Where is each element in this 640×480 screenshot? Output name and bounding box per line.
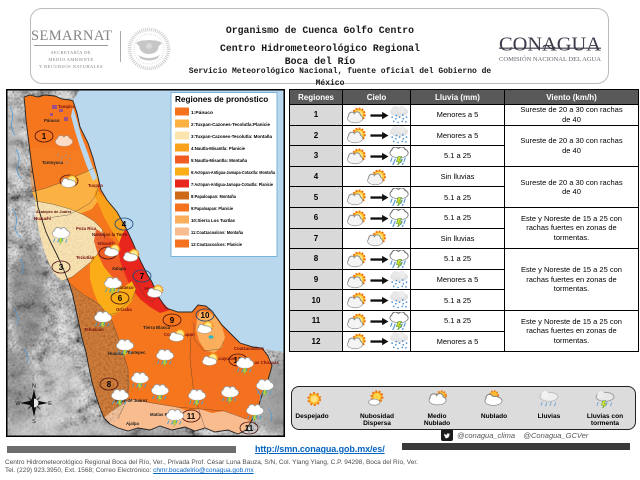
svg-text:Las Choapas: Las Choapas xyxy=(252,360,279,365)
svg-text:1: 1 xyxy=(42,132,47,141)
svg-text:Tantoyuca: Tantoyuca xyxy=(42,160,64,165)
svg-text:S: S xyxy=(32,419,36,425)
svg-text:Tuxtepec: Tuxtepec xyxy=(127,350,146,355)
svg-text:Orizaba: Orizaba xyxy=(116,307,132,312)
svg-text:Coatzacoalcos: Coatzacoalcos xyxy=(234,346,265,351)
svg-text:2:Tuxpan-Cazones-Tecolutla:Pla: 2:Tuxpan-Cazones-Tecolutla:Planicie xyxy=(191,122,270,128)
svg-text:COMISIÓN NACIONAL DEL AGUA: COMISIÓN NACIONAL DEL AGUA xyxy=(499,55,601,63)
svg-text:3:Tuxpan-Cazones-Tecolutla: Mo: 3:Tuxpan-Cazones-Tecolutla: Montaña xyxy=(191,134,272,140)
svg-text:Huatusco: Huatusco xyxy=(114,285,134,290)
svg-text:Matías Romero: Matías Romero xyxy=(150,412,181,417)
svg-text:Tetlán de Juárez: Tetlán de Juárez xyxy=(114,398,147,403)
svg-text:Tehuacán: Tehuacán xyxy=(84,327,104,332)
svg-text:E: E xyxy=(48,401,52,407)
svg-text:5:Nautla-Misantla: Montaña: 5:Nautla-Misantla: Montaña xyxy=(191,158,247,164)
svg-text:10: 10 xyxy=(201,311,210,320)
svg-text:9: 9 xyxy=(170,316,175,325)
svg-text:Regiones de pronóstico: Regiones de pronóstico xyxy=(175,95,268,104)
svg-text:Huauchi: Huauchi xyxy=(34,216,51,221)
svg-text:W: W xyxy=(15,401,21,407)
svg-text:Tierra Blanca: Tierra Blanca xyxy=(143,325,171,330)
svg-text:11: 11 xyxy=(245,424,254,433)
svg-text:Xalapa: Xalapa xyxy=(112,266,126,271)
svg-text:10:Sierra Los Tuxtlas: 10:Sierra Los Tuxtlas xyxy=(191,218,235,224)
svg-text:12:Coatzacoalcos: Planicie: 12:Coatzacoalcos: Planicie xyxy=(191,242,242,248)
svg-text:Tampico: Tampico xyxy=(58,104,76,109)
svg-text:Acatepec de Juárez: Acatepec de Juárez xyxy=(36,210,72,214)
svg-text:8: 8 xyxy=(107,380,112,389)
svg-text:Teziutlán: Teziutlán xyxy=(76,255,95,260)
svg-text:6: 6 xyxy=(118,294,123,303)
svg-text:Poza Rica: Poza Rica xyxy=(76,226,97,231)
svg-text:9:Papaloapan: Planicie: 9:Papaloapan: Planicie xyxy=(191,206,233,212)
svg-text:Huasca: Huasca xyxy=(108,351,124,356)
svg-text:Misantla: Misantla xyxy=(98,241,116,246)
svg-text:11:Coatzacoalcos: Montaña: 11:Coatzacoalcos: Montaña xyxy=(191,230,243,236)
svg-text:Tuxpan: Tuxpan xyxy=(88,183,103,188)
svg-text:Naranjos la Torre: Naranjos la Torre xyxy=(92,232,128,237)
svg-text:1:Pánuco: 1:Pánuco xyxy=(191,110,213,116)
svg-text:Ajalpa: Ajalpa xyxy=(126,421,140,426)
svg-text:Pánuco: Pánuco xyxy=(44,118,60,123)
svg-text:6:Actopan-Antigua-Jamapa-Cotax: 6:Actopan-Antigua-Jamapa-Cotaxtla: Monta… xyxy=(191,170,275,176)
svg-text:3: 3 xyxy=(59,263,64,272)
svg-text:8:Papaloapan: Montaña: 8:Papaloapan: Montaña xyxy=(191,194,236,200)
svg-text:CONAGUA: CONAGUA xyxy=(499,34,602,56)
svg-text:11: 11 xyxy=(187,412,196,421)
svg-text:N: N xyxy=(32,384,36,390)
svg-text:7:Actopan-Antigua-Jamapa-Cotax: 7:Actopan-Antigua-Jamapa-Cotaxtla: Plani… xyxy=(191,182,273,188)
svg-text:4: 4 xyxy=(122,220,127,229)
svg-text:Acayucan: Acayucan xyxy=(216,356,237,361)
svg-text:4:Nautla-Misantla: Planicie: 4:Nautla-Misantla: Planicie xyxy=(191,146,245,152)
svg-text:7: 7 xyxy=(140,272,145,281)
